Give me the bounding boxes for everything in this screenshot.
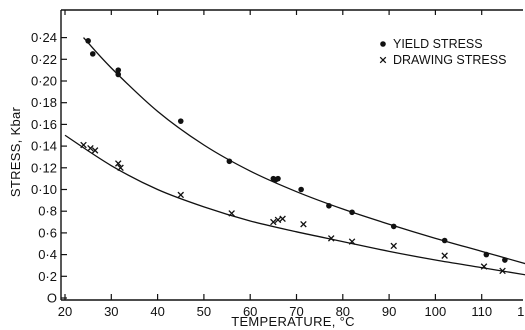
cross-stroke	[270, 218, 277, 226]
drawing-stress-point	[300, 220, 307, 228]
cross-stroke	[80, 141, 87, 149]
x-tick-label: 110	[471, 304, 492, 319]
yield-stress-point	[483, 251, 490, 258]
y-tick-label: 0·20	[31, 74, 57, 89]
cross-stroke	[480, 263, 488, 270]
yield-stress-point	[89, 51, 96, 57]
cross-stroke	[379, 56, 387, 64]
yield-stress-point	[349, 209, 355, 216]
drawing-stress-point	[91, 147, 99, 154]
cross-stroke	[300, 220, 307, 228]
yield-stress-point	[115, 67, 122, 73]
y-tick-label: 0·16	[31, 117, 57, 132]
yield-stress-legend-marker	[380, 41, 386, 47]
yield-stress-point	[177, 118, 184, 124]
drawing-stress-point	[114, 160, 122, 167]
yield-stress-point	[85, 38, 91, 44]
y-tick-label: 0·12	[31, 160, 57, 175]
y-tick-label: O	[47, 291, 57, 306]
y-tick-label: 0·2	[38, 269, 57, 284]
yield-stress-point	[275, 175, 281, 182]
drawing-stress-point	[390, 242, 397, 250]
drawing-stress-point	[499, 267, 506, 275]
cross-stroke	[114, 160, 122, 167]
x-tick-label: 70	[289, 304, 303, 319]
drawing-stress-point	[177, 191, 185, 199]
cross-stroke	[441, 252, 448, 259]
drawing-stress-point	[327, 235, 335, 242]
cross-stroke	[274, 216, 282, 224]
drawing-stress-point	[480, 263, 488, 270]
yield-stress-point	[298, 186, 304, 193]
y-tick-label: 0·10	[31, 182, 57, 197]
drawing-stress-legend-marker	[379, 56, 387, 64]
yield-stress-point	[502, 257, 508, 263]
y-tick-label: 0·22	[31, 52, 57, 67]
y-tick-label: 0·14	[31, 139, 57, 154]
yield-stress-legend-label: YIELD STRESS	[393, 37, 483, 51]
x-tick-label: 30	[104, 304, 118, 319]
yield-stress-point	[115, 71, 122, 78]
axes	[60, 9, 523, 301]
cross-stroke	[390, 242, 397, 250]
y-tick-label: 0·6	[38, 225, 57, 240]
yield-stress-point	[226, 158, 233, 165]
cross-stroke	[117, 164, 124, 172]
drawing-stress-fit-curve	[64, 134, 525, 276]
drawing-stress-point	[117, 164, 124, 172]
drawing-stress-point	[80, 141, 87, 149]
x-axis-title: TEMPERATURE, °C	[231, 314, 355, 329]
drawing-stress-point	[87, 145, 94, 152]
legend: YIELD STRESS DRAWING STRESS	[379, 37, 506, 67]
data-points	[80, 38, 508, 275]
cross-stroke	[177, 191, 185, 199]
x-tick-label: 100	[425, 304, 447, 319]
x-tick-label: 60	[243, 304, 257, 319]
drawing-stress-point	[228, 210, 235, 217]
y-tick-label: 0·4	[38, 247, 57, 262]
cross-stroke	[91, 147, 99, 154]
fit-curves	[64, 37, 525, 276]
y-axis-title: STRESS, Kbar	[8, 106, 23, 197]
x-tick-label: 50	[197, 304, 211, 319]
cross-stroke	[348, 238, 356, 245]
drawing-stress-point	[270, 218, 277, 226]
x-tick-label: 40	[150, 304, 164, 319]
cross-stroke	[327, 235, 335, 242]
x-tick-label: 90	[382, 304, 396, 319]
yield-stress-point	[326, 202, 332, 209]
drawing-stress-point	[348, 238, 356, 245]
drawing-stress-point	[279, 215, 286, 223]
x-tick-label: 80	[336, 304, 350, 319]
y-tick-label: 0·8	[38, 204, 57, 219]
yield-stress-point	[441, 237, 448, 244]
cross-stroke	[228, 210, 235, 217]
y-tick-label: 0·18	[31, 95, 57, 110]
cross-stroke	[87, 145, 94, 152]
cross-stroke	[279, 215, 286, 223]
y-ticks: O 0·2 0·4 0·6 0·8 0·10 0·12 0·14 0·16 0·18 0·20 0·2…	[31, 30, 67, 306]
yield-stress-fit-curve	[83, 37, 525, 265]
x-ticks: 20 30 40 50 60 70 80 90 100 110 120	[58, 10, 525, 319]
cross-stroke	[499, 267, 506, 275]
x-tick-label: 20	[58, 304, 72, 319]
y-tick-label: 0·24	[31, 30, 57, 45]
drawing-stress-legend-label: DRAWING STRESS	[393, 53, 506, 67]
x-tick-label: 120	[517, 304, 525, 319]
yield-stress-point	[390, 223, 397, 230]
drawing-stress-point	[274, 216, 282, 224]
drawing-stress-point	[441, 252, 448, 259]
